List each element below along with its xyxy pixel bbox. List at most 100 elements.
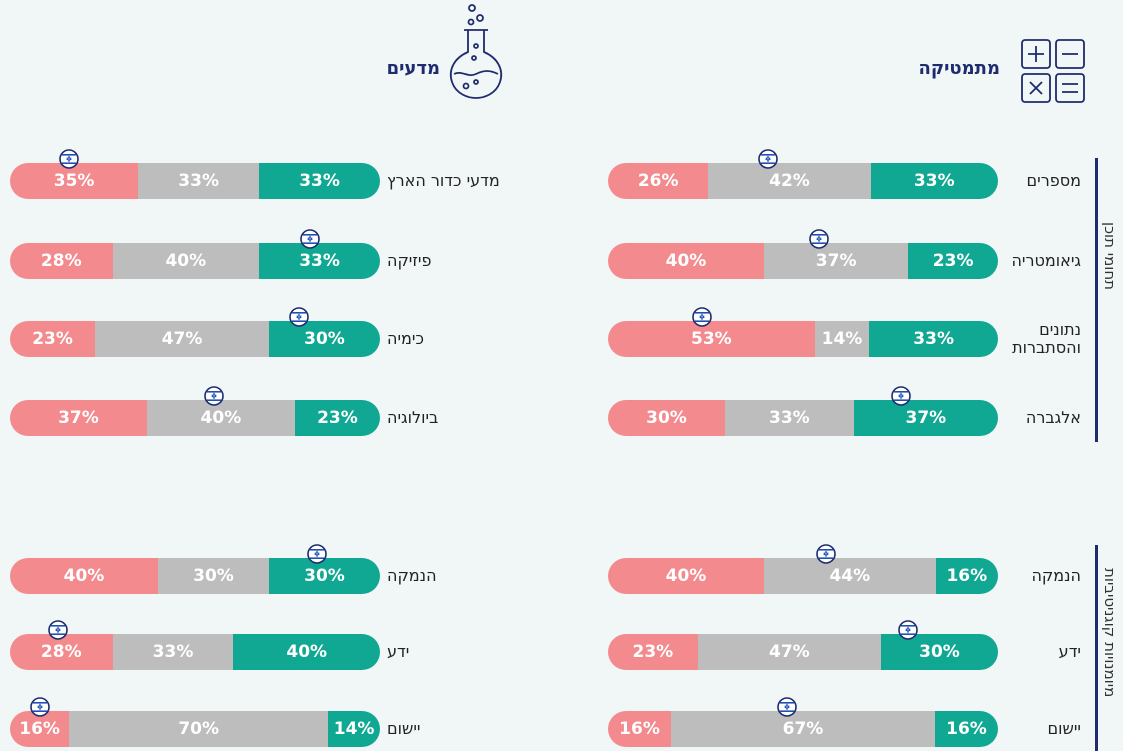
bar-segment: 14% — [814, 321, 870, 357]
value-label: 16% — [946, 719, 987, 739]
category-label: יישום — [387, 719, 421, 738]
group-label: מיומנויות קוגניטיביות — [1101, 568, 1119, 698]
category-label: פיזיקה — [387, 251, 432, 270]
bar-segment: 30% — [269, 321, 380, 357]
israel-marker — [203, 386, 224, 406]
israel-marker — [29, 697, 50, 717]
bar-segment: 40% — [233, 634, 380, 670]
bar-segment: 40% — [10, 558, 158, 594]
value-label: 23% — [32, 329, 73, 349]
value-label: 30% — [304, 566, 345, 586]
group-line — [1095, 545, 1098, 751]
value-label: 28% — [40, 642, 82, 662]
bar-segment: 33% — [870, 163, 998, 199]
bar-segment: 30% — [158, 558, 269, 594]
value-label: 37% — [905, 408, 947, 428]
category-label: יישום — [1047, 719, 1081, 738]
bar-segment: 33% — [138, 163, 260, 199]
value-label: 30% — [646, 408, 687, 428]
bar-segment: 40% — [112, 243, 260, 279]
category-label: הנמקה — [387, 566, 437, 585]
bar-segment: 47% — [95, 321, 269, 357]
value-label: 14% — [821, 329, 863, 349]
category-label: הנמקה — [1031, 566, 1081, 585]
israel-marker — [808, 229, 829, 249]
value-label: 30% — [304, 329, 345, 349]
value-label: 44% — [829, 566, 871, 586]
value-label: 26% — [637, 171, 679, 191]
israel-marker — [299, 229, 320, 249]
bar-segment: 37% — [764, 243, 909, 279]
group-line — [1095, 158, 1098, 442]
israel-marker — [307, 544, 327, 564]
value-label: 67% — [782, 719, 824, 739]
category-label: כימיה — [387, 329, 424, 348]
value-label: 37% — [815, 251, 857, 271]
bar-segment: 23% — [908, 243, 998, 279]
bar-segment: 30% — [608, 400, 725, 436]
bar-segment: 33% — [112, 634, 234, 670]
category-label: אלגברה — [1025, 408, 1081, 427]
value-label: 33% — [913, 171, 955, 191]
value-label: 16% — [946, 566, 988, 586]
science-icon — [449, 4, 503, 99]
category-label: ידע — [1058, 642, 1081, 661]
bar-segment: 35% — [10, 163, 139, 199]
bar-segment: 44% — [764, 558, 936, 594]
bar-segment: 30% — [881, 634, 998, 670]
bar-segment: 40% — [608, 558, 764, 594]
israel-marker — [777, 697, 798, 717]
value-label: 47% — [768, 642, 810, 662]
bar-segment: 40% — [608, 243, 764, 279]
bar-segment: 33% — [259, 163, 380, 199]
bar-segment: 16% — [934, 711, 998, 747]
israel-marker — [816, 544, 837, 564]
value-label: 40% — [63, 566, 105, 586]
value-label: 16% — [19, 719, 60, 739]
bar-segment: 70% — [69, 711, 329, 747]
value-label: 35% — [53, 171, 95, 191]
math-icon — [1021, 39, 1085, 103]
value-label: 40% — [286, 642, 328, 662]
bar-segment: 28% — [10, 243, 113, 279]
value-label: 40% — [665, 251, 707, 271]
bar-segment: 47% — [697, 634, 881, 670]
value-label: 33% — [299, 171, 340, 191]
value-label: 47% — [161, 329, 203, 349]
category-label: ביולוגיה — [387, 408, 439, 427]
column-title: מדעים — [386, 58, 440, 79]
category-label: נתונים והסתברות — [1012, 320, 1081, 357]
bar-segment: 23% — [608, 634, 698, 670]
value-label: 14% — [333, 719, 375, 739]
value-label: 23% — [932, 251, 974, 271]
bar-segment: 28% — [10, 634, 113, 670]
bar-segment: 26% — [608, 163, 709, 199]
value-label: 23% — [632, 642, 674, 662]
bar-segment: 14% — [328, 711, 380, 747]
israel-marker — [48, 620, 68, 640]
value-label: 40% — [165, 251, 207, 271]
value-label: 40% — [200, 408, 242, 428]
bar-segment: 37% — [853, 400, 998, 436]
value-label: 28% — [40, 251, 82, 271]
bar-segment: 37% — [10, 400, 147, 436]
israel-marker — [288, 307, 309, 327]
value-label: 42% — [769, 171, 810, 191]
bar-segment: 16% — [608, 711, 672, 747]
bar-segment: 42% — [708, 163, 871, 199]
israel-marker — [890, 386, 911, 406]
bar-segment: 33% — [725, 400, 854, 436]
value-label: 30% — [919, 642, 960, 662]
bar-segment: 53% — [608, 321, 815, 357]
bar-segment: 16% — [10, 711, 70, 747]
value-label: 33% — [913, 329, 954, 349]
bar-segment: 40% — [146, 400, 295, 436]
category-label: גיאומטריה — [1011, 251, 1081, 270]
value-label: 53% — [690, 329, 732, 349]
category-label: מספרים — [1026, 171, 1081, 190]
value-label: 16% — [619, 719, 660, 739]
bar-segment: 30% — [269, 558, 380, 594]
israel-marker — [691, 307, 712, 327]
column-title: מתמטיקה — [918, 58, 1001, 79]
bar-segment: 67% — [671, 711, 935, 747]
